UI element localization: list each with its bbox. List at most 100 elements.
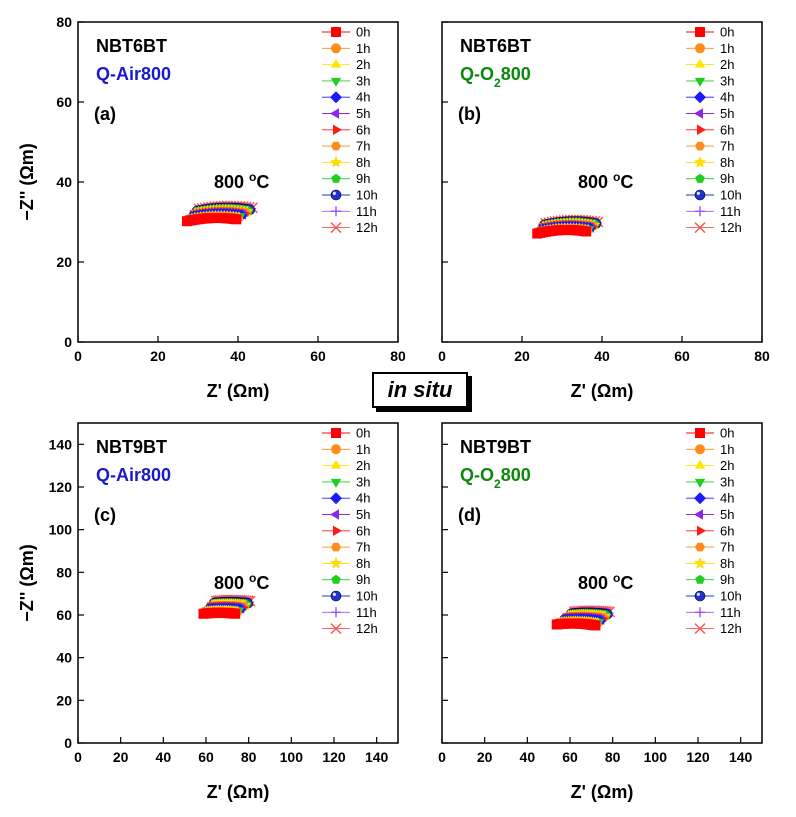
legend-marker-6h	[697, 525, 706, 536]
legend-marker-6h	[333, 124, 342, 135]
legend-marker-9h	[331, 173, 341, 183]
y-tick-label: 0	[64, 334, 72, 350]
panel-letter: (a)	[94, 104, 116, 124]
x-axis-label: Z' (Ωm)	[571, 381, 634, 401]
legend-marker-10h	[330, 590, 342, 602]
legend-marker-10h-shine	[696, 191, 701, 195]
x-tick-label: 80	[241, 749, 257, 765]
y-tick-label: 80	[56, 564, 72, 580]
legend-label: 7h	[720, 139, 734, 154]
x-tick-label: 100	[280, 749, 304, 765]
legend-label: 3h	[356, 474, 370, 489]
legend-marker-4h	[694, 91, 706, 104]
x-tick-label: 140	[365, 749, 389, 765]
series-0h	[198, 607, 241, 619]
series-0h	[181, 213, 242, 227]
x-tick-label: 140	[729, 749, 753, 765]
legend-label: 6h	[720, 523, 734, 538]
legend-marker-5h	[694, 509, 703, 520]
legend-label: 5h	[356, 106, 370, 121]
legend-marker-5h	[694, 108, 703, 119]
plot-frame	[441, 422, 763, 744]
x-axis-label: Z' (Ωm)	[207, 381, 270, 401]
y-axis-label: −Z'' (Ωm)	[17, 143, 37, 221]
legend-label: 9h	[720, 572, 734, 587]
legend-marker-1h	[331, 43, 341, 54]
legend-marker-8h	[329, 556, 343, 569]
x-axis-label: Z' (Ωm)	[207, 782, 270, 802]
y-tick-label: 0	[64, 735, 72, 751]
legend-marker-6h	[697, 124, 706, 135]
legend-label: 8h	[720, 155, 734, 170]
x-axis-label: Z' (Ωm)	[571, 782, 634, 802]
data-point	[581, 226, 592, 237]
legend-label: 1h	[356, 41, 370, 56]
legend-label: 10h	[720, 188, 742, 203]
legend-marker-10h-shine	[332, 592, 336, 597]
y-axis-label: −Z'' (Ωm)	[17, 544, 37, 622]
legend-marker-6h	[333, 525, 342, 536]
legend-label: 2h	[720, 57, 734, 72]
x-tick-label: 0	[438, 749, 446, 765]
legend-marker-9h	[695, 574, 705, 584]
legend-label: 1h	[720, 442, 734, 457]
y-tick-label: 120	[49, 479, 73, 495]
legend-label: 5h	[356, 507, 370, 522]
legend-label: 8h	[720, 556, 734, 571]
sample-name: NBT9BT	[96, 437, 167, 457]
legend-marker-7h	[331, 542, 341, 552]
legend-label: 9h	[356, 572, 370, 587]
temperature-label: 800 oC	[214, 170, 269, 192]
legend-label: 12h	[356, 621, 378, 636]
legend-marker-12h	[330, 222, 342, 234]
y-tick-label: 40	[56, 650, 72, 666]
legend-marker-3h	[694, 77, 706, 87]
x-tick-label: 20	[514, 348, 530, 364]
legend-marker-7h	[695, 141, 705, 151]
legend-label: 8h	[356, 556, 370, 571]
legend-label: 0h	[720, 426, 734, 441]
legend-label: 12h	[720, 220, 742, 235]
legend-label: 4h	[720, 90, 734, 105]
x-tick-label: 60	[198, 749, 214, 765]
legend-marker-0h	[695, 428, 705, 438]
temperature-label: 800 oC	[578, 571, 633, 593]
legend-marker-12h	[330, 623, 342, 635]
legend-marker-12h	[694, 222, 706, 234]
legend-marker-10h	[330, 189, 342, 201]
legend-marker-4h	[694, 492, 706, 505]
y-tick-label: 60	[56, 607, 72, 623]
panel-c: 0 20 40 60 80 100 120 140 0 20 40 60 80 100 120 140 Z' (…	[17, 422, 399, 802]
x-tick-label: 0	[74, 348, 82, 364]
legend-label: 5h	[720, 106, 734, 121]
x-tick-label: 0	[74, 749, 82, 765]
legend-marker-4h	[330, 91, 342, 104]
legend-label: 6h	[720, 122, 734, 137]
panel-d: 0 20 40 60 80 100 120 140 Z' (Ωm) NBT9BT Q-O2800 (d…	[438, 422, 763, 802]
x-tick-label: 120	[322, 749, 346, 765]
legend-label: 0h	[356, 25, 370, 40]
x-tick-label: 40	[520, 749, 536, 765]
legend-marker-0h	[695, 27, 705, 37]
legend-marker-11h	[331, 206, 341, 217]
data-point	[231, 214, 242, 225]
y-tick-label: 20	[56, 254, 72, 270]
legend-marker-4h	[330, 492, 342, 505]
legend-label: 3h	[720, 73, 734, 88]
x-tick-label: 0	[438, 348, 446, 364]
x-tick-label: 20	[477, 749, 493, 765]
legend-marker-10h-shine	[696, 592, 701, 597]
legend-marker-3h	[330, 77, 342, 87]
panel-b: 0 20 40 60 80 Z' (Ωm) NBT6BT Q-O2800 (b) 800 oC 0h…	[438, 21, 770, 401]
legend-marker-2h	[330, 58, 342, 68]
legend-label: 10h	[356, 188, 378, 203]
legend-marker-0h	[331, 428, 341, 438]
legend-label: 11h	[720, 204, 741, 219]
panel-letter: (d)	[458, 505, 481, 525]
in-situ-label: in situ	[387, 377, 453, 402]
x-tick-label: 40	[156, 749, 172, 765]
